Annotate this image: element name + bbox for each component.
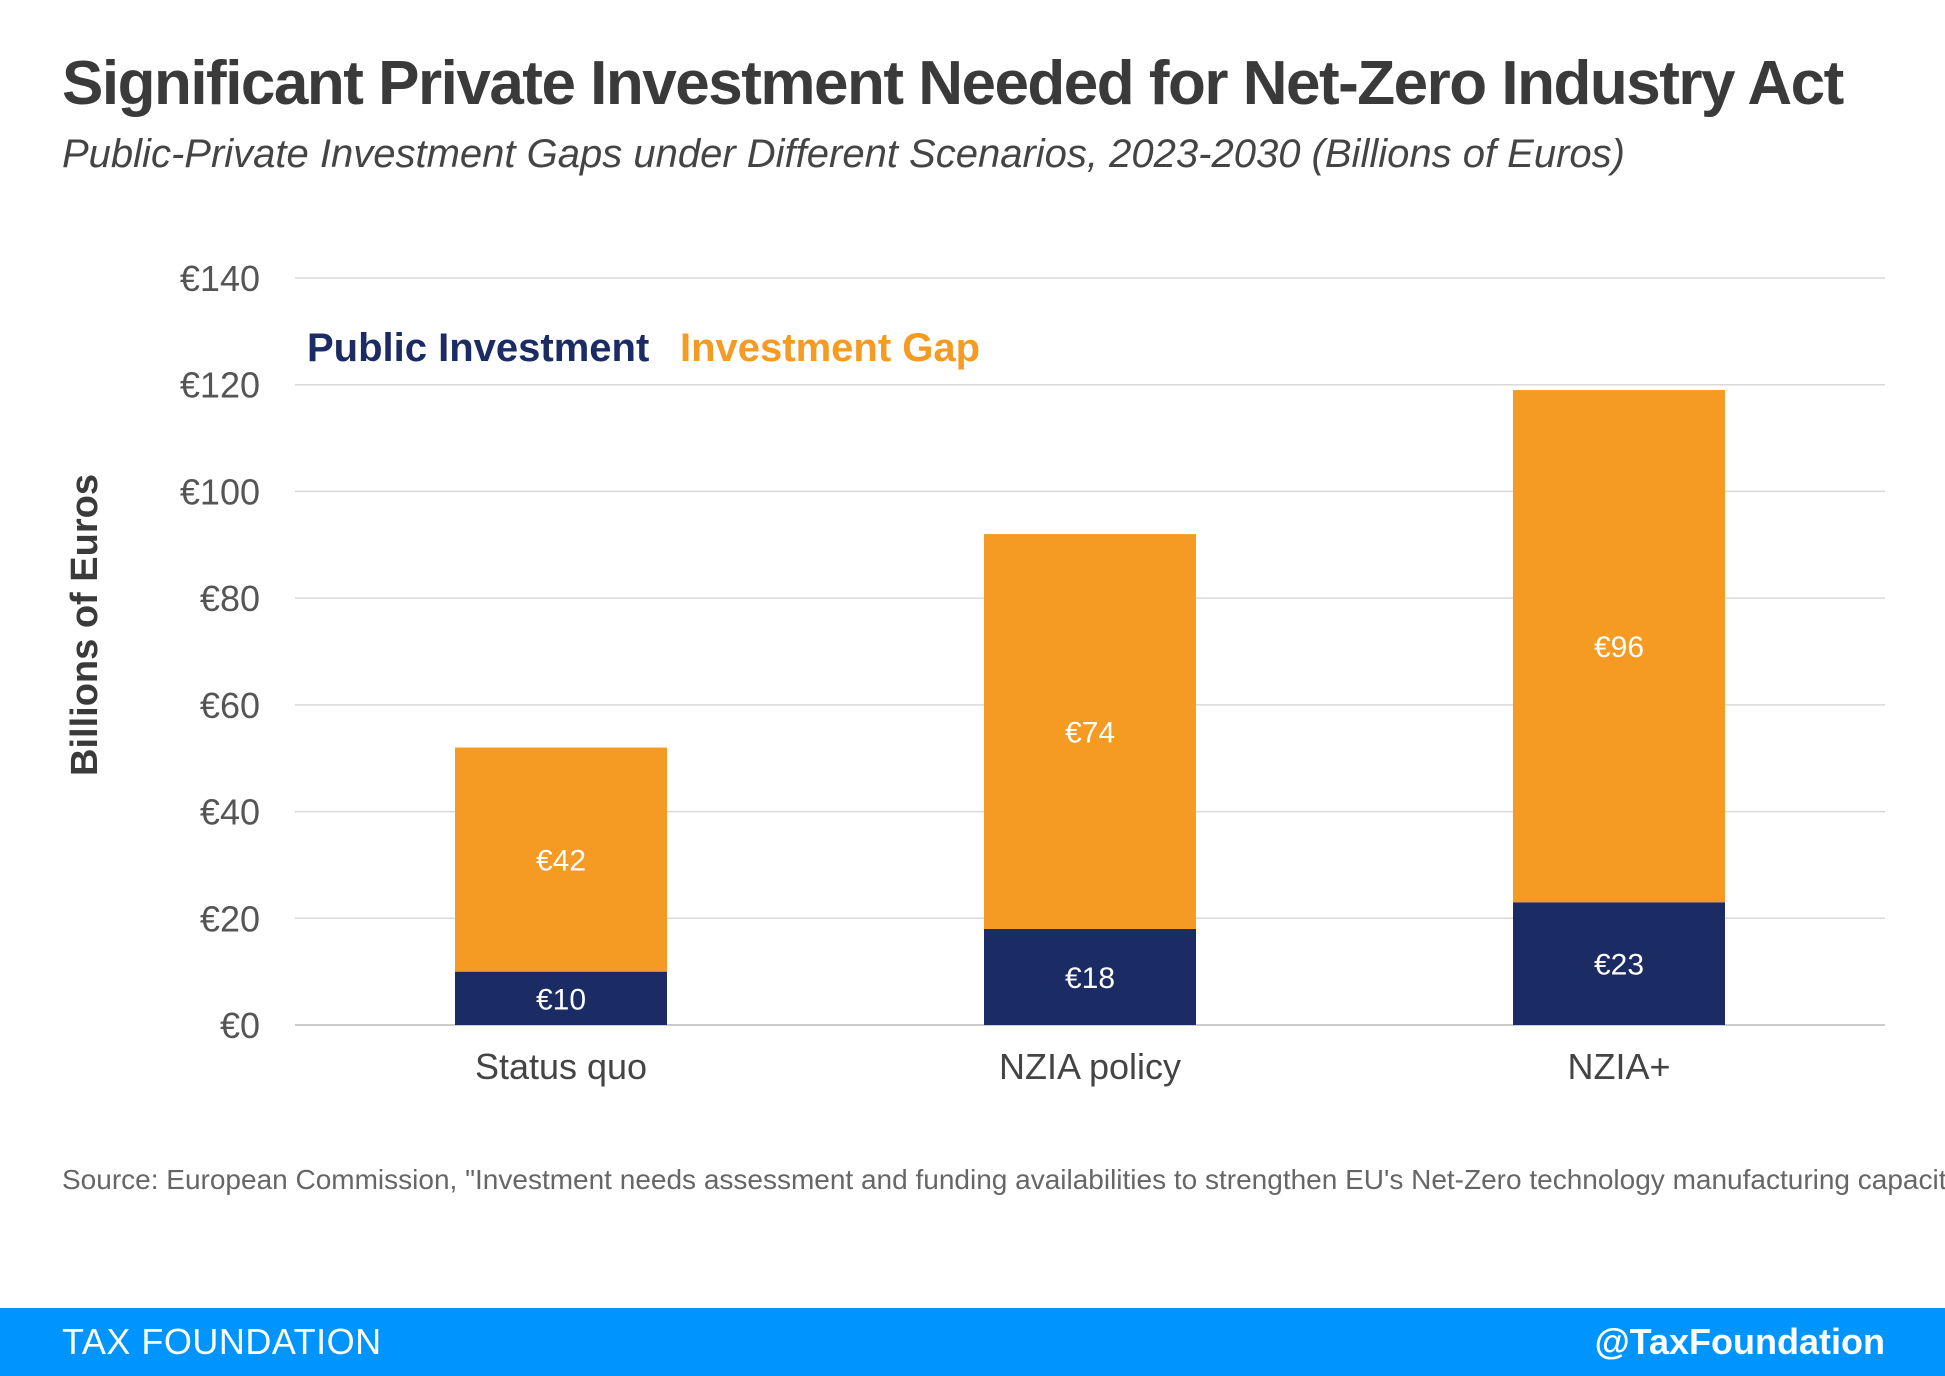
chart-subtitle: Public-Private Investment Gaps under Dif…: [62, 132, 1625, 176]
bar-segment-gap: [1513, 390, 1725, 903]
footer-handle[interactable]: @TaxFoundation: [1594, 1321, 1885, 1362]
data-label: €10: [536, 983, 586, 1016]
bar-segment-public: [455, 971, 667, 1025]
source-note: Source: European Commission, "Investment…: [62, 1164, 1945, 1195]
y-axis-ticks: €0 €20 €40 €60 €80 €100 €120 €140: [180, 258, 260, 1046]
x-axis-ticks: Status quo NZIA policy NZIA+: [475, 1046, 1671, 1087]
data-label: €74: [1065, 717, 1115, 750]
y-axis-title: Billions of Euros: [64, 474, 106, 776]
data-label: €18: [1065, 962, 1115, 995]
data-label: €96: [1594, 631, 1644, 664]
y-tick-label: €100: [180, 471, 260, 512]
bars: €10 €42 €18 €74 €23 €96: [455, 390, 1725, 1025]
legend-investment-gap: Investment Gap: [680, 326, 980, 370]
y-tick-label: €20: [200, 898, 260, 939]
bar-segment-public: [1513, 902, 1725, 1025]
y-tick-label: €0: [220, 1005, 260, 1046]
x-tick-label: Status quo: [475, 1046, 647, 1087]
chart-title: Significant Private Investment Needed fo…: [62, 49, 1844, 118]
bar-segment-gap: [984, 534, 1196, 929]
y-tick-label: €60: [200, 685, 260, 726]
footer-bar: TAX FOUNDATION @TaxFoundation: [0, 1308, 1945, 1376]
data-label: €42: [536, 845, 586, 878]
y-tick-label: €140: [180, 258, 260, 299]
x-tick-label: NZIA policy: [999, 1046, 1181, 1087]
legend-public-investment: Public Investment: [307, 326, 649, 370]
y-tick-label: €120: [180, 365, 260, 406]
y-tick-label: €40: [200, 792, 260, 833]
stacked-bar-chart: €0 €20 €40 €60 €80 €100 €120 €140 Billions of E…: [64, 258, 1885, 1087]
bar-segment-gap: [455, 747, 667, 972]
data-label: €23: [1594, 949, 1644, 982]
y-tick-label: €80: [200, 578, 260, 619]
footer-brand: TAX FOUNDATION: [62, 1321, 382, 1362]
legend: Public Investment Investment Gap: [307, 326, 980, 370]
x-tick-label: NZIA+: [1567, 1046, 1670, 1087]
bar-segment-public: [984, 928, 1196, 1025]
